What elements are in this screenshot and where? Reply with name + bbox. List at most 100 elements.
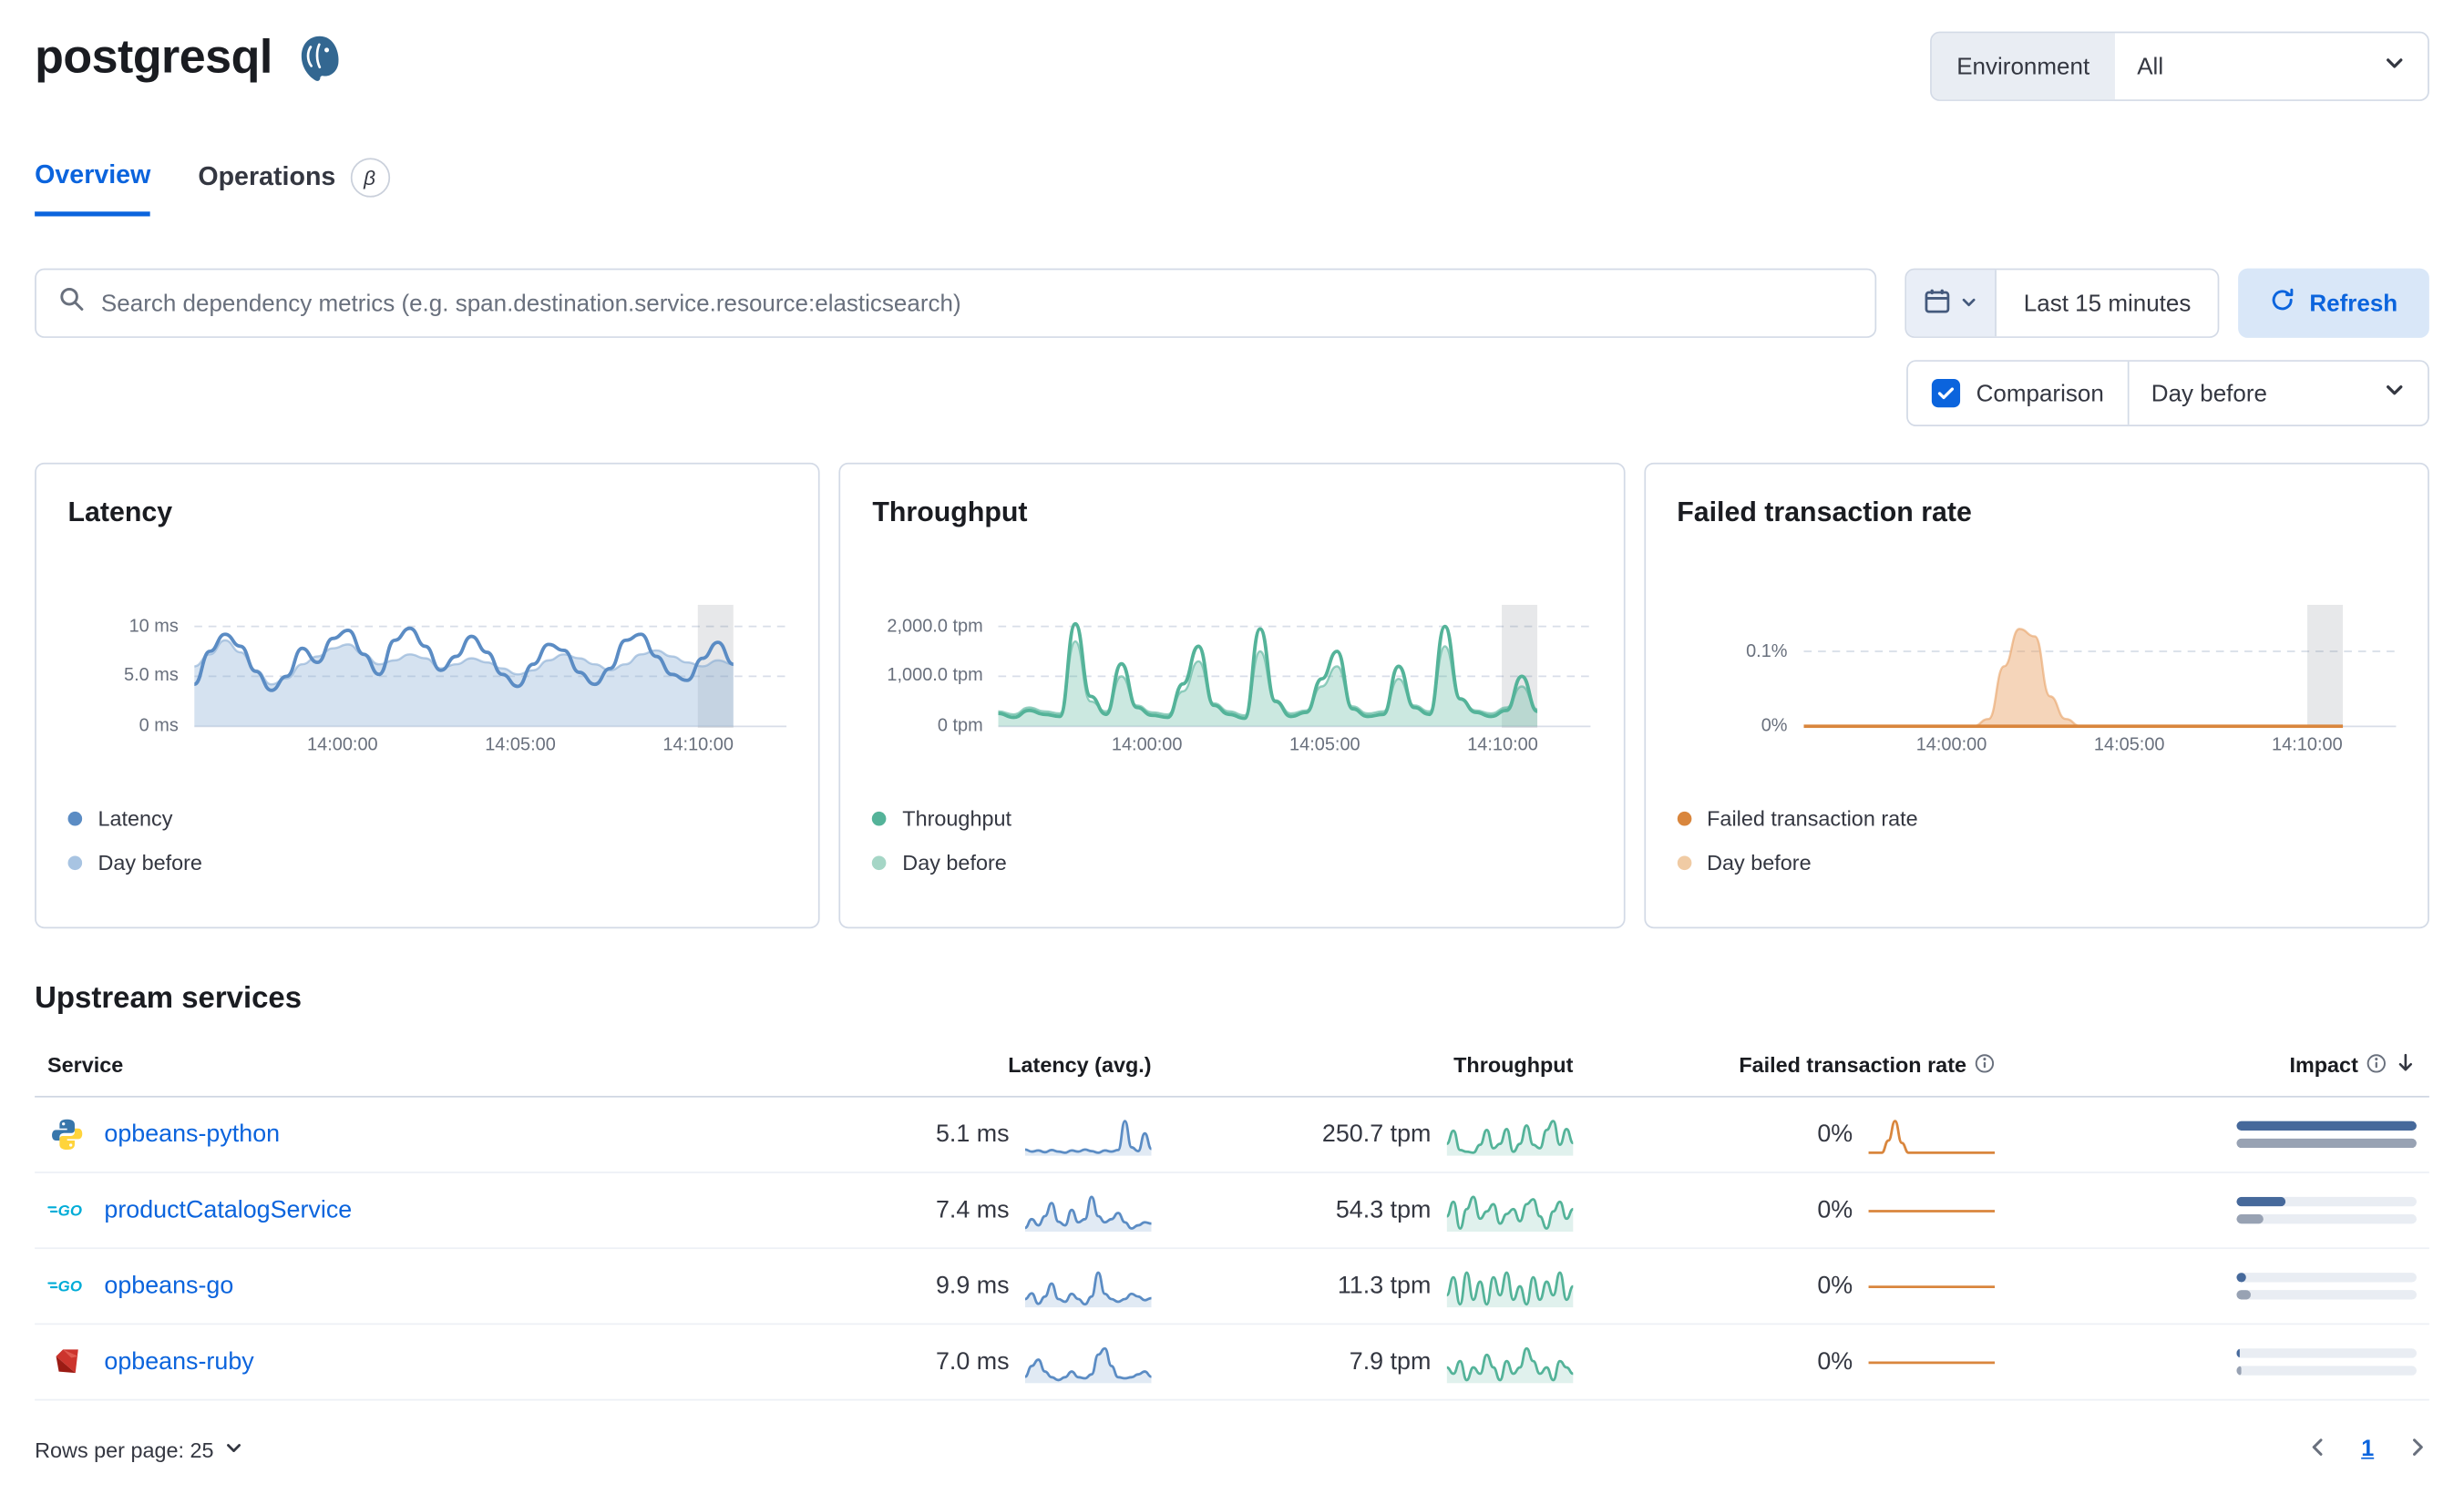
failed-rate-sparkline [1868,1190,1996,1231]
throughput-chart[interactable] [998,604,1592,729]
latency-sparkline [1024,1190,1152,1232]
page-number-1[interactable]: 1 [2361,1437,2375,1463]
column-header-throughput[interactable]: Throughput [1453,1053,1574,1078]
throughput-sparkline [1446,1114,1575,1155]
rows-per-page-label: Rows per page: 25 [35,1438,214,1462]
legend-item-latency[interactable]: Latency [67,807,787,831]
rows-per-page-button[interactable]: Rows per page: 25 [35,1438,243,1461]
environment-label: Environment [1931,33,2115,100]
impact-bar-previous [2236,1366,2243,1376]
latency-sparkline [1024,1341,1152,1383]
throughput-value: 250.7 tpm [1321,1120,1432,1148]
latency-chart[interactable] [193,604,787,729]
throughput-value: 54.3 tpm [1335,1195,1432,1223]
table-row: opbeans-python 5.1 ms 250.7 tpm 0% [35,1098,2429,1173]
legend-item-day-before[interactable]: Day before [872,851,1591,875]
tab-operations[interactable]: Operations β [198,158,390,216]
service-link[interactable]: opbeans-python [104,1120,281,1148]
legend-item-throughput[interactable]: Throughput [872,807,1591,831]
comparison-select[interactable]: Day before [2127,361,2428,425]
tab-overview-label: Overview [35,159,151,189]
search-input[interactable] [100,290,1853,317]
previous-page-button[interactable] [2306,1436,2330,1464]
next-page-button[interactable] [2406,1436,2429,1464]
info-icon[interactable] [1975,1052,1996,1078]
impact-bar-previous [2236,1290,2252,1300]
failed-transaction-rate-card: Failed transaction rate 0.1% 0% 14:00:00 1… [1643,462,2429,929]
failed-rate-y-axis: 0.1% 0% [1746,641,1788,736]
legend-label: Day before [902,851,1007,875]
throughput-card: Throughput 2,000.0 tpm 1,000.0 tpm 0 tpm 1… [838,462,1626,929]
info-icon[interactable] [2366,1052,2387,1078]
impact-bar-current [2236,1348,2241,1358]
legend-dot [872,855,887,871]
comparison-checkbox[interactable] [1932,378,1961,408]
page-header: postgresql Environment All [35,31,2429,101]
beta-badge: β [349,158,390,198]
tab-operations-label: Operations [198,162,336,191]
failed-rate-value: 0% [1817,1120,1853,1148]
legend-label: Failed transaction rate [1707,806,1918,831]
time-range-button[interactable]: Last 15 minutes [1997,270,2218,337]
failed-rate-legend: Failed transaction rate Day before [1677,807,2396,875]
legend-item-day-before[interactable]: Day before [1677,851,2396,875]
latency-sparkline [1024,1265,1152,1307]
sort-descending-icon [2395,1051,2417,1078]
tab-overview[interactable]: Overview [35,158,151,217]
environment-selected-value: All [2137,53,2164,80]
latency-value: 5.1 ms [935,1120,1010,1148]
page-title: postgresql [35,31,272,84]
python-icon [47,1116,86,1154]
impact-bar-current [2236,1196,2285,1207]
tabs: Overview Operations β [35,158,2429,217]
impact-bar-current [2236,1120,2417,1131]
failed-rate-x-axis: 14:00:00 14:05:00 14:10:00 [1915,735,2343,755]
service-link[interactable]: productCatalogService [104,1195,353,1223]
failed-rate-chart[interactable] [1802,604,2397,729]
throughput-y-axis: 2,000.0 tpm 1,000.0 tpm 0 tpm [887,617,983,736]
table-footer: Rows per page: 25 1 [35,1436,2429,1464]
column-header-latency[interactable]: Latency (avg.) [1008,1053,1152,1078]
failed-rate-sparkline [1868,1265,1996,1306]
legend-item-day-before[interactable]: Day before [67,851,787,875]
failed-rate-sparkline [1868,1114,1996,1155]
chevron-down-icon [2384,52,2406,80]
environment-filter: Environment All [1929,31,2429,101]
comparison-label: Comparison [1976,379,2104,407]
search-bar-row: Last 15 minutes Refresh [35,268,2429,338]
time-picker: Last 15 minutes [1904,268,2220,338]
environment-select[interactable]: All [2115,33,2428,99]
throughput-legend: Throughput Day before [872,807,1591,875]
go-icon: GO [47,1192,86,1230]
pagination: 1 [2306,1436,2429,1464]
latency-y-axis: 10 ms 5.0 ms 0 ms [124,617,179,736]
latency-sparkline [1024,1114,1153,1155]
legend-dot [67,811,83,826]
chevron-down-icon [2384,379,2406,407]
throughput-sparkline [1446,1190,1574,1232]
chevron-right-icon [2406,1436,2429,1464]
svg-text:GO: GO [58,1278,82,1295]
chevron-down-icon [1960,292,1977,315]
latency-x-axis: 14:00:00 14:05:00 14:10:00 [307,735,734,755]
failed-rate-value: 0% [1817,1195,1853,1223]
refresh-button[interactable]: Refresh [2238,268,2429,338]
latency-value: 9.9 ms [935,1272,1010,1299]
comparison-group: Comparison Day before [1906,360,2429,426]
legend-item-failed-rate[interactable]: Failed transaction rate [1677,807,2396,831]
comparison-row: Comparison Day before [35,360,2429,426]
date-quick-select-button[interactable] [1906,270,1997,337]
service-link[interactable]: opbeans-go [104,1272,234,1299]
chevron-down-icon [225,1438,244,1461]
search-box [35,268,1877,338]
legend-label: Day before [1707,851,1812,875]
legend-dot [1677,811,1691,826]
svg-text:GO: GO [58,1202,82,1219]
service-link[interactable]: opbeans-ruby [104,1347,254,1375]
throughput-x-axis: 14:00:00 14:05:00 14:10:00 [1111,735,1538,755]
column-header-failed-rate[interactable]: Failed transaction rate [1586,1039,2007,1095]
ruby-icon [47,1343,86,1381]
column-header-impact[interactable]: Impact [2007,1038,2429,1096]
impact-bars [2236,1120,2417,1149]
throughput-value: 11.3 tpm [1337,1272,1432,1299]
